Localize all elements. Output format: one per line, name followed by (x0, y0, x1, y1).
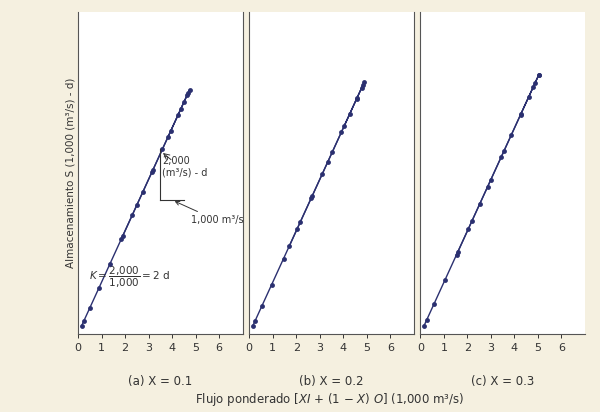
Text: 2,000
(m³/s) - d: 2,000 (m³/s) - d (162, 156, 208, 178)
Text: (a) X = 0.1: (a) X = 0.1 (128, 375, 193, 389)
Text: 1,000 m³/s: 1,000 m³/s (176, 201, 244, 225)
Text: (b) X = 0.2: (b) X = 0.2 (299, 375, 364, 389)
Y-axis label: Almacenamiento S (1,000 (m³/s) - d): Almacenamiento S (1,000 (m³/s) - d) (65, 78, 75, 268)
Text: (c) X = 0.3: (c) X = 0.3 (471, 375, 535, 389)
Text: Flujo ponderado [$XI$ + (1 − $X$) $O$] (1,000 m³/s): Flujo ponderado [$XI$ + (1 − $X$) $O$] (… (196, 391, 464, 408)
Text: $K = \dfrac{2{,}000}{1{,}000} = 2$ d: $K = \dfrac{2{,}000}{1{,}000} = 2$ d (89, 265, 169, 290)
